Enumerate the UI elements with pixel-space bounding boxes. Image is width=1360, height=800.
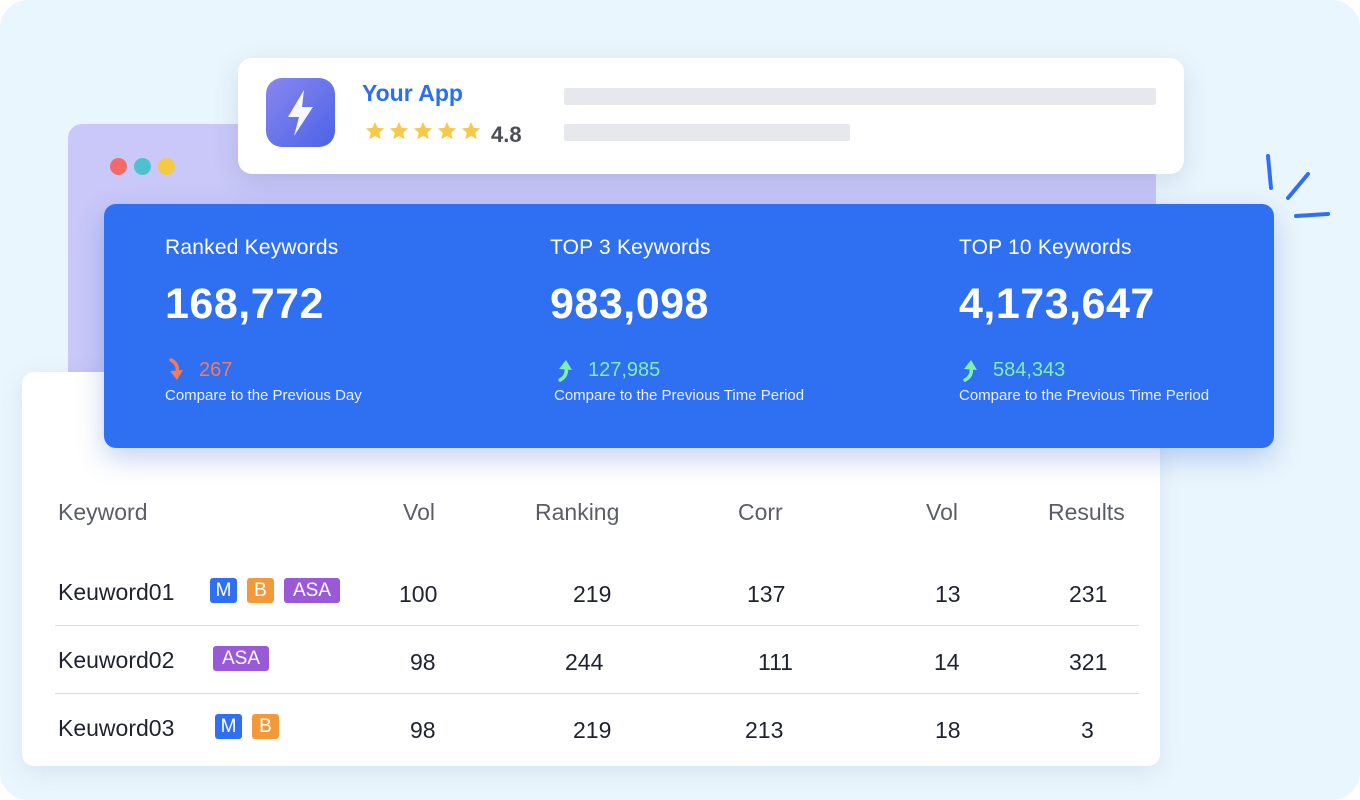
sparkle-icon xyxy=(1266,154,1330,218)
rating-value: 4.8 xyxy=(491,122,522,147)
placeholder-line xyxy=(564,88,1156,105)
results-cell: 3 xyxy=(1081,717,1094,743)
rating-stars xyxy=(364,120,482,142)
column-header-corr[interactable]: Corr xyxy=(738,499,783,525)
vol2-cell: 13 xyxy=(935,581,961,607)
vol-cell: 100 xyxy=(399,581,438,607)
vol-cell: 98 xyxy=(410,649,436,675)
row-divider xyxy=(55,693,1139,694)
star-icon xyxy=(413,121,433,140)
stat-top3-keywords: TOP 3 Keywords 983,098 127,985 Compare t… xyxy=(550,236,804,404)
tag-b-badge: B xyxy=(252,714,279,739)
tag-m-badge: M xyxy=(210,578,237,603)
stat-label: TOP 3 Keywords xyxy=(550,236,711,259)
ranking-cell: 219 xyxy=(573,581,612,607)
column-header-results[interactable]: Results xyxy=(1048,499,1125,525)
arrow-down-icon xyxy=(169,358,183,380)
app-header-card[interactable]: Your App 4.8 xyxy=(238,58,1184,174)
star-icon xyxy=(365,121,385,140)
stat-label: TOP 10 Keywords xyxy=(959,236,1132,259)
corr-cell: 111 xyxy=(758,649,793,675)
stat-compare-text: Compare to the Previous Time Period xyxy=(554,387,805,404)
delta-value: 267 xyxy=(199,358,233,381)
close-dot[interactable] xyxy=(110,158,127,175)
results-cell: 231 xyxy=(1069,581,1108,607)
maximize-dot[interactable] xyxy=(158,158,175,175)
keyword-cell: Keuword01 xyxy=(58,579,175,605)
tag-m-badge: M xyxy=(215,714,242,739)
column-header-keyword[interactable]: Keyword xyxy=(58,499,148,525)
stat-value: 168,772 xyxy=(165,280,324,328)
vol2-cell: 14 xyxy=(934,649,960,675)
corr-cell: 213 xyxy=(745,717,784,743)
tag-asa-badge: ASA xyxy=(213,646,269,671)
ranking-cell: 219 xyxy=(573,717,612,743)
star-icon xyxy=(437,121,457,140)
vol2-cell: 18 xyxy=(935,717,961,743)
ranking-cell: 244 xyxy=(565,649,604,675)
corr-cell: 137 xyxy=(747,581,786,607)
minimize-dot[interactable] xyxy=(134,158,151,175)
delta-value: 127,985 xyxy=(588,358,661,381)
window-controls xyxy=(110,158,175,175)
arrow-up-icon xyxy=(558,360,572,382)
vol-cell: 98 xyxy=(410,717,436,743)
star-icon xyxy=(389,121,409,140)
column-header-vol[interactable]: Vol xyxy=(403,499,435,525)
stat-label: Ranked Keywords xyxy=(165,236,339,259)
stat-ranked-keywords: Ranked Keywords 168,772 267 Compare to t… xyxy=(165,236,362,404)
keyword-cell: Keuword03 xyxy=(58,715,175,741)
placeholder-line xyxy=(564,124,850,141)
tag-asa-badge: ASA xyxy=(284,578,340,603)
lightning-icon xyxy=(266,78,335,147)
delta-row: 267 xyxy=(165,358,362,381)
star-icon xyxy=(461,121,481,140)
row-divider xyxy=(55,625,1139,626)
delta-value: 584,343 xyxy=(993,358,1066,381)
stat-top10-keywords: TOP 10 Keywords 4,173,647 584,343 Compar… xyxy=(959,236,1209,404)
stat-compare-text: Compare to the Previous Time Period xyxy=(959,387,1210,404)
tag-b-badge: B xyxy=(247,578,274,603)
stat-compare-text: Compare to the Previous Day xyxy=(165,387,362,404)
delta-row: 127,985 xyxy=(554,358,804,382)
arrow-up-icon xyxy=(963,360,977,382)
keyword-cell: Keuword02 xyxy=(58,647,175,673)
stat-value: 4,173,647 xyxy=(959,280,1155,328)
stat-value: 983,098 xyxy=(550,280,709,328)
column-header-vol-2[interactable]: Vol xyxy=(926,499,958,525)
column-header-ranking[interactable]: Ranking xyxy=(535,499,620,525)
results-cell: 321 xyxy=(1069,649,1108,675)
delta-row: 584,343 xyxy=(959,358,1209,382)
stats-panel: Ranked Keywords 168,772 267 Compare to t… xyxy=(104,204,1274,448)
app-name: Your App xyxy=(362,80,463,106)
